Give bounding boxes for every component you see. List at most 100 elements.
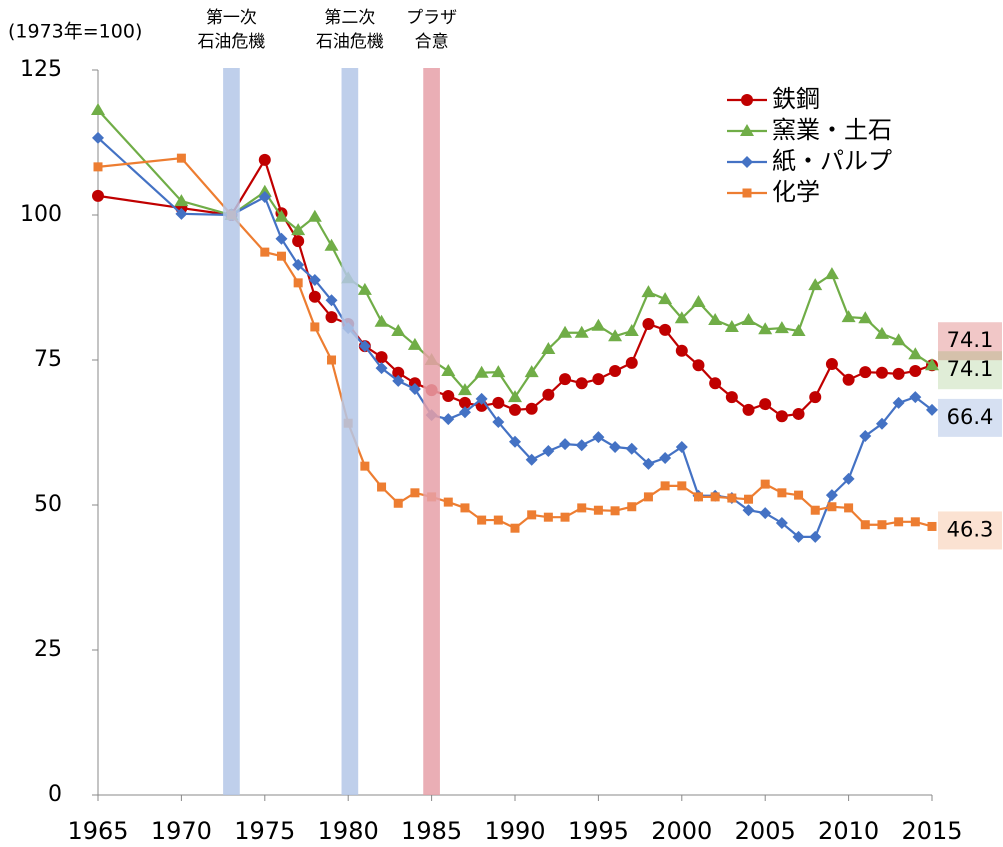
value-label-box <box>938 351 1002 390</box>
y-tick-label: 50 <box>34 492 62 517</box>
marker <box>759 398 772 411</box>
marker <box>92 131 104 144</box>
marker <box>774 321 789 334</box>
marker <box>908 347 923 360</box>
marker <box>525 453 538 466</box>
marker <box>457 383 472 396</box>
marker <box>760 479 770 489</box>
value-label: 66.4 <box>947 405 994 429</box>
marker <box>740 124 754 136</box>
event-label: プラザ <box>406 8 457 28</box>
marker <box>877 520 887 530</box>
marker <box>727 493 737 503</box>
marker <box>642 457 655 470</box>
legend-label: 鉄鋼 <box>772 85 820 113</box>
marker <box>658 292 673 305</box>
marker <box>559 373 572 386</box>
marker <box>660 481 670 491</box>
y-tick-label: 100 <box>20 202 62 227</box>
marker <box>575 439 588 452</box>
marker <box>274 209 289 222</box>
marker <box>442 389 455 402</box>
value-label-box <box>938 322 1002 361</box>
marker <box>792 530 805 543</box>
marker <box>460 503 470 513</box>
marker <box>324 238 339 251</box>
marker <box>358 340 371 353</box>
marker <box>742 504 755 517</box>
marker <box>792 407 805 420</box>
y-tick-label: 0 <box>48 782 62 807</box>
x-tick-label: 2015 <box>901 817 962 845</box>
marker <box>627 502 637 512</box>
marker <box>875 366 888 379</box>
value-label-box <box>938 511 1002 550</box>
marker <box>794 490 804 500</box>
x-tick-label: 1975 <box>234 817 295 845</box>
marker <box>708 312 723 325</box>
marker <box>360 461 370 471</box>
marker <box>357 282 372 295</box>
marker <box>310 322 320 332</box>
marker <box>926 403 938 416</box>
marker <box>474 365 489 378</box>
marker <box>374 314 389 327</box>
marker <box>909 365 922 378</box>
marker <box>442 413 455 426</box>
marker <box>525 402 538 415</box>
marker <box>307 209 322 222</box>
value-label: 74.1 <box>947 328 994 352</box>
marker <box>808 278 823 291</box>
marker <box>625 356 638 369</box>
marker <box>542 388 555 401</box>
marker <box>375 362 388 375</box>
marker <box>610 506 620 516</box>
marker <box>742 188 752 198</box>
marker <box>176 153 186 163</box>
marker <box>558 325 573 338</box>
marker <box>443 497 453 507</box>
marker <box>325 311 338 324</box>
series-line <box>97 109 933 400</box>
marker <box>458 396 471 409</box>
marker <box>741 94 753 106</box>
marker <box>825 358 838 371</box>
marker <box>375 351 388 364</box>
marker <box>643 492 653 502</box>
event-label: 合意 <box>415 32 449 52</box>
marker <box>692 359 705 372</box>
marker <box>308 273 321 286</box>
marker <box>527 510 537 520</box>
marker <box>759 507 772 520</box>
marker <box>392 374 405 387</box>
marker <box>841 310 856 323</box>
marker <box>174 194 189 207</box>
legend-label: 窯業・土石 <box>772 116 892 144</box>
marker <box>842 472 855 485</box>
marker <box>541 341 556 354</box>
marker <box>509 435 521 448</box>
x-tick-label: 1985 <box>401 817 462 845</box>
x-tick-label: 1995 <box>568 817 629 845</box>
marker <box>492 416 505 429</box>
marker <box>509 403 521 416</box>
marker <box>325 294 338 307</box>
marker <box>292 258 305 271</box>
marker <box>860 520 870 530</box>
marker <box>909 391 922 404</box>
marker <box>407 337 422 350</box>
value-label: 46.3 <box>947 517 994 541</box>
marker <box>508 390 522 403</box>
marker <box>592 373 605 386</box>
marker <box>292 235 305 248</box>
marker <box>825 489 838 502</box>
marker <box>308 290 321 303</box>
legend-label: 化学 <box>772 178 820 206</box>
marker <box>491 365 506 378</box>
marker <box>859 429 872 442</box>
marker <box>775 516 788 529</box>
marker <box>724 319 739 332</box>
marker <box>625 442 638 455</box>
marker <box>92 189 104 202</box>
